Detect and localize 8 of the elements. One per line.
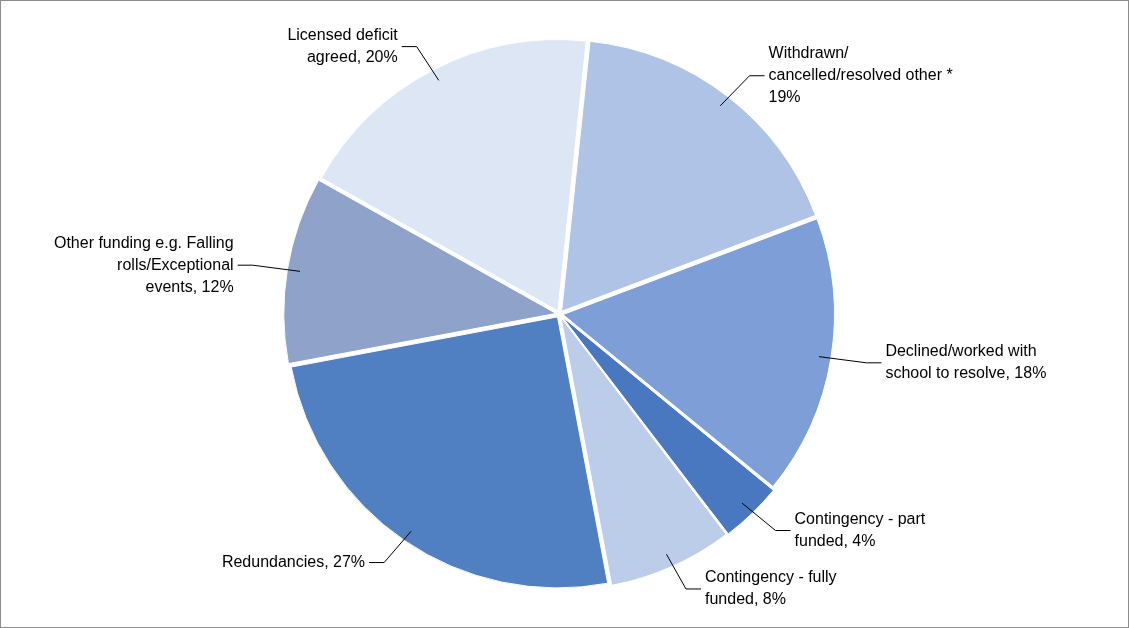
slice-label: Contingency - part funded, 4% bbox=[794, 509, 926, 549]
slice-label: Other funding e.g. Falling rolls/Exceptional events, 12% bbox=[53, 233, 234, 295]
slice-label: Declined/worked with school to resolve, 18% bbox=[885, 342, 1047, 382]
slice-label: Redundancies, 27% bbox=[221, 552, 366, 570]
slice-label: Withdrawn/ cancelled/resolved other * bbox=[768, 44, 953, 84]
slice-label: Contingency - fully funded, 8% bbox=[705, 568, 837, 608]
data-label: 19% bbox=[768, 88, 801, 106]
slice-label: Licensed deficit agreed, 20% bbox=[287, 26, 399, 66]
